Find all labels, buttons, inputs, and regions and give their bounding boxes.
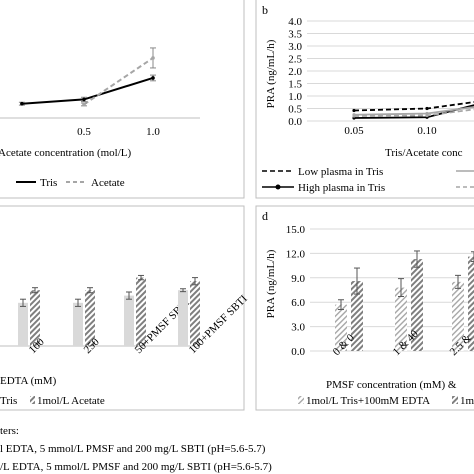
panel-a-legend: Tris Acetate	[16, 177, 125, 189]
panel-d-y-tick-label: 6.0	[291, 297, 305, 309]
panel-d-y-tick-label: 0.0	[291, 346, 305, 358]
panel-d-bar	[335, 304, 347, 351]
legend-label-acetate: 1mol/L Acetate	[37, 395, 105, 407]
panel-a-data-point	[151, 76, 155, 80]
panel-d-legend: 1mol/L Tris+100mM EDTA 1m	[298, 395, 474, 407]
panel-c-bar	[190, 281, 200, 346]
panel-a-x-axis-title: Acetate concentration (mol/L)	[0, 147, 131, 159]
panel-d-y-tick-label: 15.0	[286, 224, 306, 236]
panel-b-x-axis-title: Tris/Acetate conc	[385, 147, 463, 159]
panel-d-y-axis-title: PRA (ng/mL/h)	[265, 249, 277, 318]
panel-c-category-label: 250	[82, 336, 103, 357]
panel-b-y-tick-label: 3.0	[288, 41, 302, 53]
panel-a-x-tick-label: 0.5	[77, 126, 91, 138]
panel-a-data-point	[151, 56, 155, 60]
panel-b-y-axis-title: PRA (ng/mL/h)	[265, 39, 277, 108]
panel-b-y-tick-label: 1.0	[288, 91, 302, 103]
legend-label-tris: Tris	[0, 395, 17, 407]
panel-c-legend: Tris 1mol/L Acetate	[0, 395, 105, 407]
panel-c-category-label: 100	[27, 336, 48, 357]
panel-d-bar	[351, 281, 363, 351]
caption-line: ters:	[0, 425, 19, 437]
legend-swatch-acetate	[30, 396, 35, 404]
panel-c-bar	[73, 302, 83, 346]
panel-b-y-tick-label: 0.0	[288, 116, 302, 128]
panel-b-data-point	[425, 106, 429, 111]
panel-d-bar	[395, 287, 407, 351]
panel-c-bar	[18, 302, 28, 346]
panel-c-bar	[124, 295, 134, 346]
legend-label-low-plasma: Low plasma in Tris	[298, 166, 383, 178]
panel-c-bar	[178, 290, 188, 346]
panel-c-x-axis-title: EDTA (mM)	[0, 375, 57, 387]
panel-b-frame	[255, 0, 474, 199]
panel-b-y-tick-label: 2.0	[288, 66, 302, 78]
legend-label-tris: Tris	[40, 177, 57, 189]
legend-label-second: 1m	[460, 395, 474, 407]
panel-d-frame	[255, 205, 474, 411]
legend-swatch-tris-edta	[298, 396, 304, 404]
panel-b-data-point	[352, 114, 356, 118]
panel-b-y-tick-label: 0.5	[288, 104, 302, 116]
panel-b-y-tick-label: 4.0	[288, 16, 302, 28]
legend-label-acetate: Acetate	[91, 177, 125, 189]
panel-d-letter: d	[262, 209, 268, 223]
panel-a-data-point	[82, 102, 86, 107]
panel-b-x-tick-label: 0.05	[344, 125, 364, 137]
panel-a-series-line	[83, 57, 154, 106]
panel-d-bar	[468, 256, 474, 351]
panel-b-data-point	[352, 108, 356, 113]
panel-b-data-point	[425, 113, 429, 118]
legend-swatch-second	[452, 396, 458, 404]
panel-a-frame	[0, 0, 245, 199]
panel-d-bar	[452, 281, 464, 351]
panel-d-bar	[411, 259, 423, 351]
legend-label-tris-edta: 1mol/L Tris+100mM EDTA	[306, 395, 430, 407]
caption-line: /L EDTA, 5 mmol/L PMSF and 200 mg/L SBTI…	[0, 461, 272, 473]
panel-b-x-tick-label: 0.10	[417, 125, 437, 137]
panel-b-y-tick-label: 1.5	[288, 79, 302, 91]
panel-d-x-axis-title: PMSF concentration (mM) &	[326, 379, 457, 391]
panel-d-y-tick-label: 12.0	[286, 248, 306, 260]
panel-b-y-tick-label: 2.5	[288, 54, 302, 66]
legend-label-high-plasma: High plasma in Tris	[298, 182, 385, 194]
panel-c-bar	[30, 290, 40, 346]
panel-b-y-tick-label: 3.5	[288, 29, 302, 41]
panel-a-data-point	[82, 97, 86, 102]
caption-line: l EDTA, 5 mmol/L PMSF and 200 mg/L SBTI …	[0, 443, 266, 455]
panel-c-bar	[136, 277, 146, 346]
panel-a-data-point	[20, 101, 24, 106]
panel-c-frame	[0, 205, 245, 411]
panel-c-bar	[85, 290, 95, 346]
legend-marker-high-plasma	[275, 184, 281, 190]
panel-d-y-tick-label: 3.0	[291, 322, 305, 334]
panel-b-letter: b	[262, 3, 268, 17]
panel-b-legend: Low plasma in Tris High plasma in Tris	[262, 166, 474, 194]
panel-a-x-tick-label: 1.0	[146, 126, 160, 138]
panel-a-series-line	[21, 77, 154, 105]
panel-d-y-tick-label: 9.0	[291, 273, 305, 285]
